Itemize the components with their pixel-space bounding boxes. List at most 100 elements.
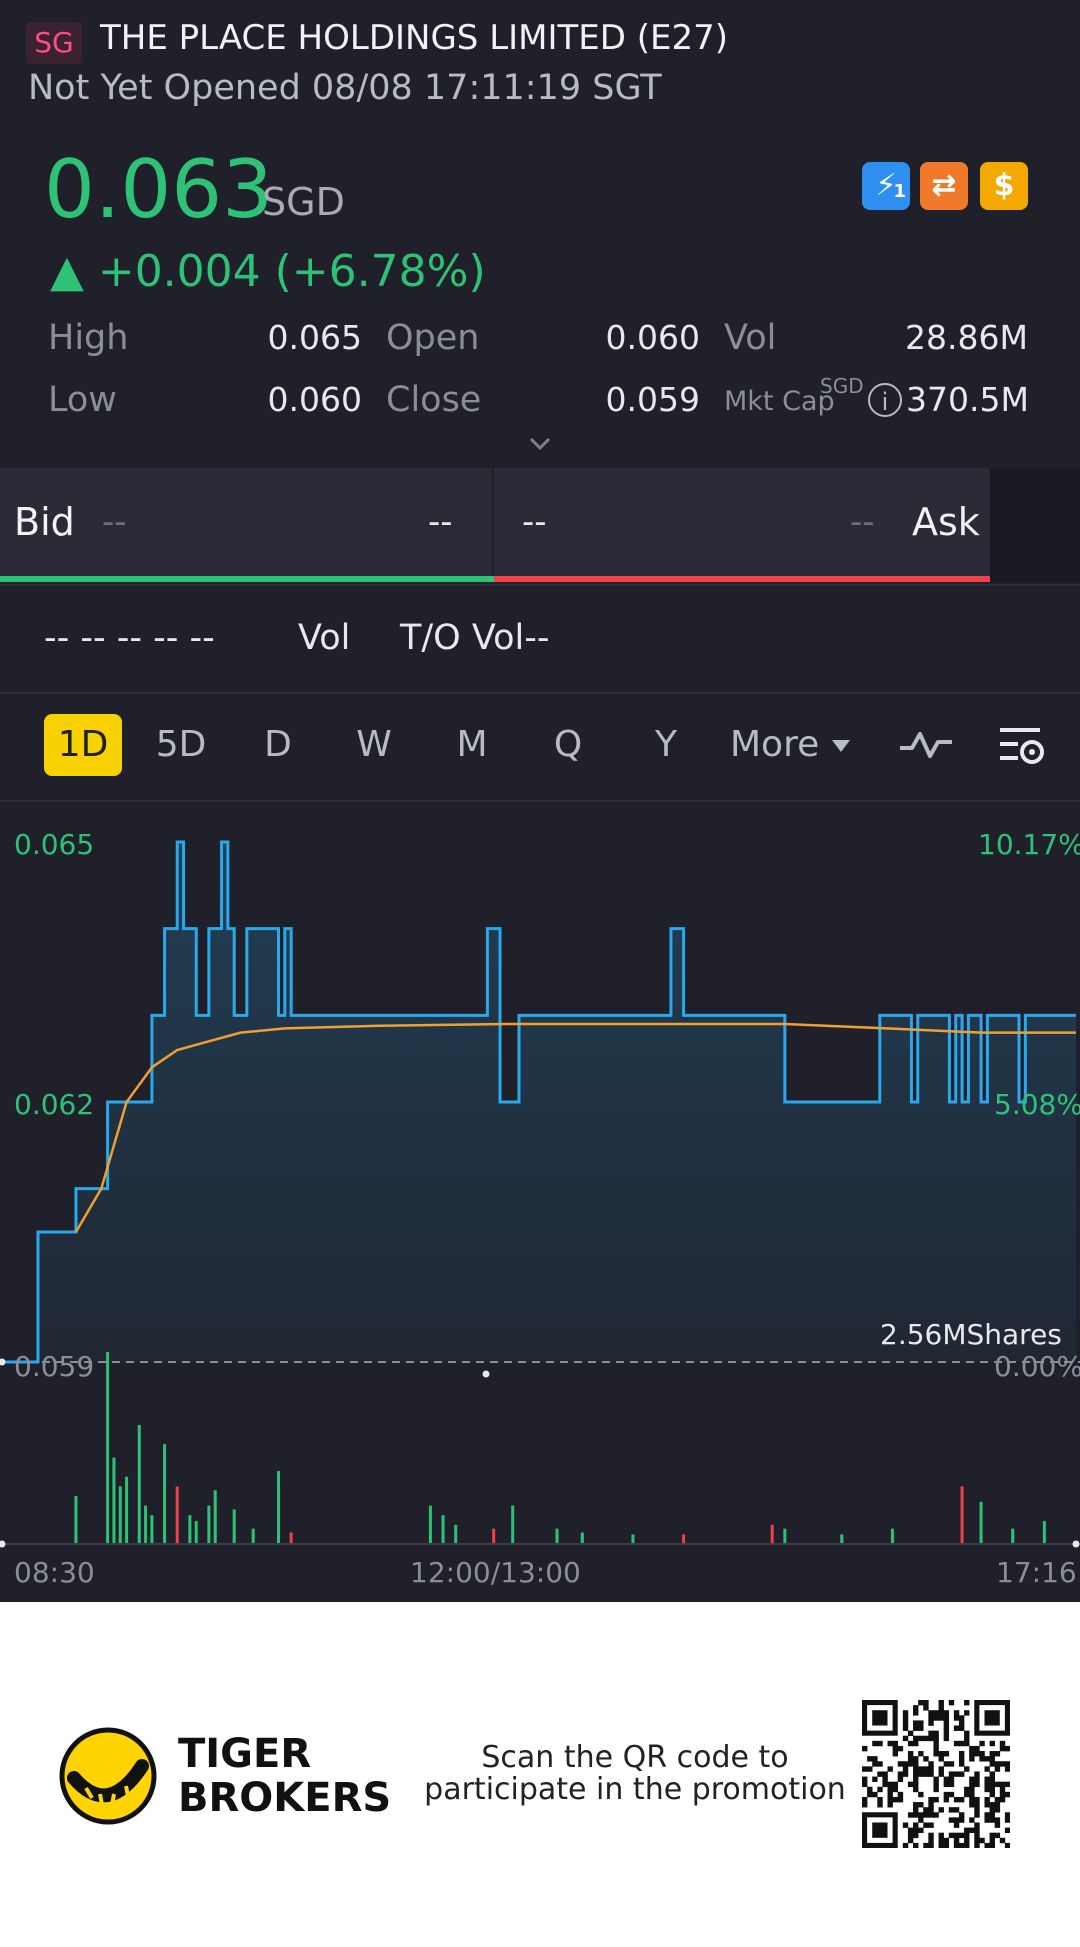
qr-module [913, 1705, 919, 1711]
intraday-chart[interactable] [0, 802, 1080, 1602]
mktcap-value: 370.5M [906, 380, 1029, 419]
qr-module [948, 1761, 955, 1767]
price-area [0, 842, 1076, 1362]
qr-module [887, 1766, 893, 1772]
lightning-icon[interactable]: ⚡ 1 [862, 162, 910, 210]
tab-m[interactable]: M [456, 724, 488, 765]
qr-module [974, 1827, 980, 1833]
volume-bar [555, 1528, 559, 1544]
qr-module [974, 1842, 980, 1848]
qr-module [887, 1802, 893, 1808]
qr-module [989, 1791, 995, 1798]
qr-module [877, 1771, 883, 1777]
volume-bar [150, 1515, 154, 1544]
qr-code-icon[interactable] [862, 1700, 1010, 1848]
qr-module [948, 1776, 955, 1782]
qr-module [943, 1751, 950, 1757]
axis-dot [1072, 1540, 1080, 1548]
timeframe-tabs: 1D 5D D W M Q Y More [0, 690, 1080, 800]
qr-module [999, 1761, 1006, 1767]
qr-module [989, 1812, 995, 1818]
qr-finder [872, 1710, 888, 1726]
volume-bar [137, 1424, 141, 1544]
qr-module [892, 1781, 899, 1788]
tab-d[interactable]: D [264, 724, 292, 765]
qr-module [964, 1832, 970, 1839]
dollar-icon[interactable]: $ [980, 162, 1028, 210]
qr-module [958, 1725, 965, 1731]
qr-module [969, 1786, 975, 1793]
swap-icon[interactable]: ⇄ [920, 162, 968, 210]
volume-bar [232, 1509, 236, 1544]
qr-module [994, 1817, 1001, 1823]
qr-module [999, 1791, 1006, 1798]
volume-bar [163, 1444, 167, 1544]
qr-module [989, 1807, 995, 1813]
chart-settings-icon[interactable] [998, 724, 1048, 768]
qr-module [938, 1705, 944, 1711]
qr-module [928, 1761, 934, 1767]
qr-module [907, 1756, 914, 1762]
tab-w[interactable]: W [356, 724, 392, 765]
qr-module [994, 1802, 1001, 1808]
qr-module [948, 1832, 955, 1839]
qr-module [953, 1740, 960, 1747]
qr-module [867, 1786, 873, 1793]
qr-module [902, 1761, 909, 1767]
qr-module [862, 1781, 868, 1788]
qr-module [969, 1751, 975, 1757]
qr-module [928, 1720, 934, 1726]
qr-module [943, 1710, 950, 1716]
qr-module [892, 1751, 899, 1757]
qr-module [989, 1771, 995, 1777]
caret-down-icon[interactable] [832, 740, 850, 752]
bid-ask-panel: Bid -- -- -- -- Ask [0, 468, 990, 582]
qr-module [958, 1817, 965, 1823]
lightning-sub: 1 [893, 181, 906, 202]
tab-y[interactable]: Y [655, 724, 677, 765]
qr-module [897, 1796, 904, 1803]
qr-module [948, 1807, 955, 1813]
qr-module [862, 1776, 868, 1782]
qr-module [964, 1827, 970, 1833]
x-tick-midday: 12:00/13:00 [410, 1556, 581, 1589]
qr-module [964, 1837, 970, 1844]
qr-module [953, 1817, 960, 1823]
indicator-icon[interactable] [898, 728, 954, 762]
qr-module [897, 1776, 904, 1782]
qr-module [907, 1740, 914, 1747]
qr-module [984, 1781, 990, 1788]
volume-bar [428, 1505, 432, 1544]
qr-module [933, 1745, 939, 1752]
qr-module [928, 1796, 934, 1803]
close-value: 0.059 [605, 380, 700, 419]
qr-module [923, 1705, 929, 1711]
qr-module [943, 1715, 950, 1721]
qr-module [953, 1807, 960, 1813]
volume-bar [207, 1505, 211, 1544]
tab-more[interactable]: More [730, 724, 820, 765]
vol-label: Vol [724, 318, 777, 358]
info-icon[interactable]: i [868, 383, 902, 417]
qr-module [1004, 1812, 1010, 1818]
chevron-down-icon[interactable] [528, 432, 552, 456]
qr-module [979, 1740, 985, 1747]
y-tick-high: 0.065 [14, 828, 95, 861]
qr-module [923, 1700, 929, 1706]
qr-module [862, 1766, 868, 1772]
qr-module [913, 1776, 919, 1782]
qr-module [989, 1832, 995, 1839]
qr-module [984, 1786, 990, 1793]
qr-module [923, 1842, 929, 1848]
tab-q[interactable]: Q [553, 724, 583, 765]
tab-1d[interactable]: 1D [44, 714, 122, 776]
qr-module [887, 1781, 893, 1788]
qr-module [958, 1761, 965, 1767]
qr-module [999, 1837, 1006, 1844]
y-right-tick-low: 0.00% [994, 1350, 1080, 1383]
tab-5d[interactable]: 5D [155, 724, 207, 765]
qr-module [902, 1766, 909, 1772]
qr-module [938, 1842, 944, 1848]
qr-module [933, 1740, 939, 1747]
qr-module [913, 1842, 919, 1848]
